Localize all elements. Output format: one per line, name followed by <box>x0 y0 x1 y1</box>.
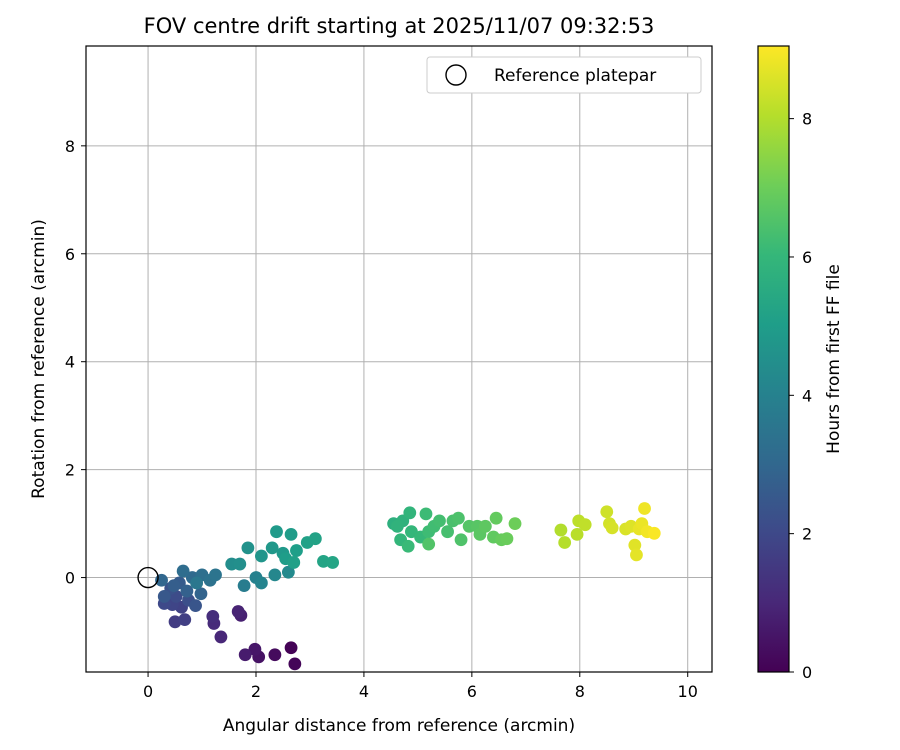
plot-area <box>85 45 713 673</box>
grid-lines <box>86 46 712 672</box>
colorbar-tick-label: 6 <box>802 248 812 267</box>
legend-marker <box>445 64 467 86</box>
data-point <box>284 527 298 541</box>
data-point <box>288 657 302 671</box>
y-tick-label: 4 <box>65 353 75 372</box>
data-point <box>214 630 228 644</box>
data-point <box>647 526 661 540</box>
data-point <box>454 533 468 547</box>
scatter-points <box>155 502 661 671</box>
data-point <box>233 557 247 571</box>
data-point <box>308 532 322 546</box>
data-point <box>403 506 417 520</box>
y-tick-label: 6 <box>65 245 75 264</box>
data-point <box>326 556 340 569</box>
data-point <box>180 584 194 598</box>
data-point <box>290 544 303 557</box>
data-point <box>284 641 298 655</box>
data-point <box>605 521 619 535</box>
colorbar-tick-label: 4 <box>802 386 812 405</box>
data-point <box>176 564 190 578</box>
data-point <box>238 648 252 662</box>
data-point <box>419 507 433 521</box>
colorbar: 0 2 4 6 8 Hours from first FF file <box>757 45 844 682</box>
y-axis-ticks: 0 2 4 6 8 <box>65 137 86 588</box>
data-point <box>254 549 268 563</box>
x-axis-ticks: 0 2 4 6 8 10 <box>143 672 698 701</box>
plot-frame <box>85 45 713 673</box>
data-point <box>209 568 222 582</box>
legend-box <box>426 56 702 94</box>
data-point <box>489 511 503 525</box>
data-point <box>270 525 283 539</box>
data-point <box>268 648 282 662</box>
y-tick-label: 2 <box>65 461 75 480</box>
data-point <box>231 605 245 618</box>
data-point <box>167 579 181 593</box>
data-point <box>287 556 301 569</box>
reference-marker <box>137 566 159 589</box>
data-point <box>558 536 572 549</box>
chart-title: FOV centre drift starting at 2025/11/07 … <box>144 14 655 38</box>
data-point <box>281 565 295 579</box>
data-point <box>554 523 568 537</box>
x-tick-label: 2 <box>251 682 261 701</box>
y-tick-label: 0 <box>65 569 75 588</box>
colorbar-tick-label: 8 <box>802 110 812 129</box>
data-point <box>265 541 279 555</box>
colorbar-tick-label: 0 <box>802 663 812 682</box>
x-tick-label: 8 <box>575 682 585 701</box>
colorbar-ticks: 0 2 4 6 8 <box>789 110 812 682</box>
legend: Reference platepar <box>426 56 702 94</box>
data-point <box>237 579 251 593</box>
reference-point <box>137 566 159 589</box>
data-point <box>190 576 204 590</box>
data-point <box>570 527 584 541</box>
data-point <box>157 590 171 603</box>
data-point <box>422 537 436 551</box>
data-point <box>433 514 446 528</box>
data-point <box>500 532 514 546</box>
data-point <box>441 525 454 539</box>
data-point <box>638 502 651 515</box>
data-point <box>451 511 465 525</box>
data-point <box>248 642 262 656</box>
data-point <box>390 519 404 533</box>
data-point <box>401 539 415 553</box>
data-point <box>268 568 282 582</box>
y-tick-label: 8 <box>65 137 75 156</box>
y-axis-label: Rotation from reference (arcmin) <box>29 219 49 499</box>
x-tick-label: 6 <box>467 682 477 701</box>
data-point <box>189 599 202 613</box>
data-point <box>600 505 614 519</box>
data-point <box>178 613 192 627</box>
data-point <box>194 587 208 601</box>
data-point <box>578 518 592 532</box>
data-point <box>508 517 522 530</box>
x-tick-label: 4 <box>359 682 369 701</box>
data-point <box>206 610 220 623</box>
data-point <box>241 541 255 555</box>
x-axis-label: Angular distance from reference (arcmin) <box>223 716 575 736</box>
data-point <box>168 615 182 629</box>
x-tick-label: 10 <box>678 682 698 701</box>
x-tick-label: 0 <box>143 682 153 701</box>
data-point <box>630 548 643 562</box>
data-point <box>628 538 642 552</box>
data-point <box>478 519 492 533</box>
colorbar-tick-label: 2 <box>802 525 812 544</box>
legend-label: Reference platepar <box>494 66 656 86</box>
colorbar-gradient <box>757 45 790 673</box>
colorbar-label: Hours from first FF file <box>824 264 844 454</box>
data-point <box>254 576 268 590</box>
